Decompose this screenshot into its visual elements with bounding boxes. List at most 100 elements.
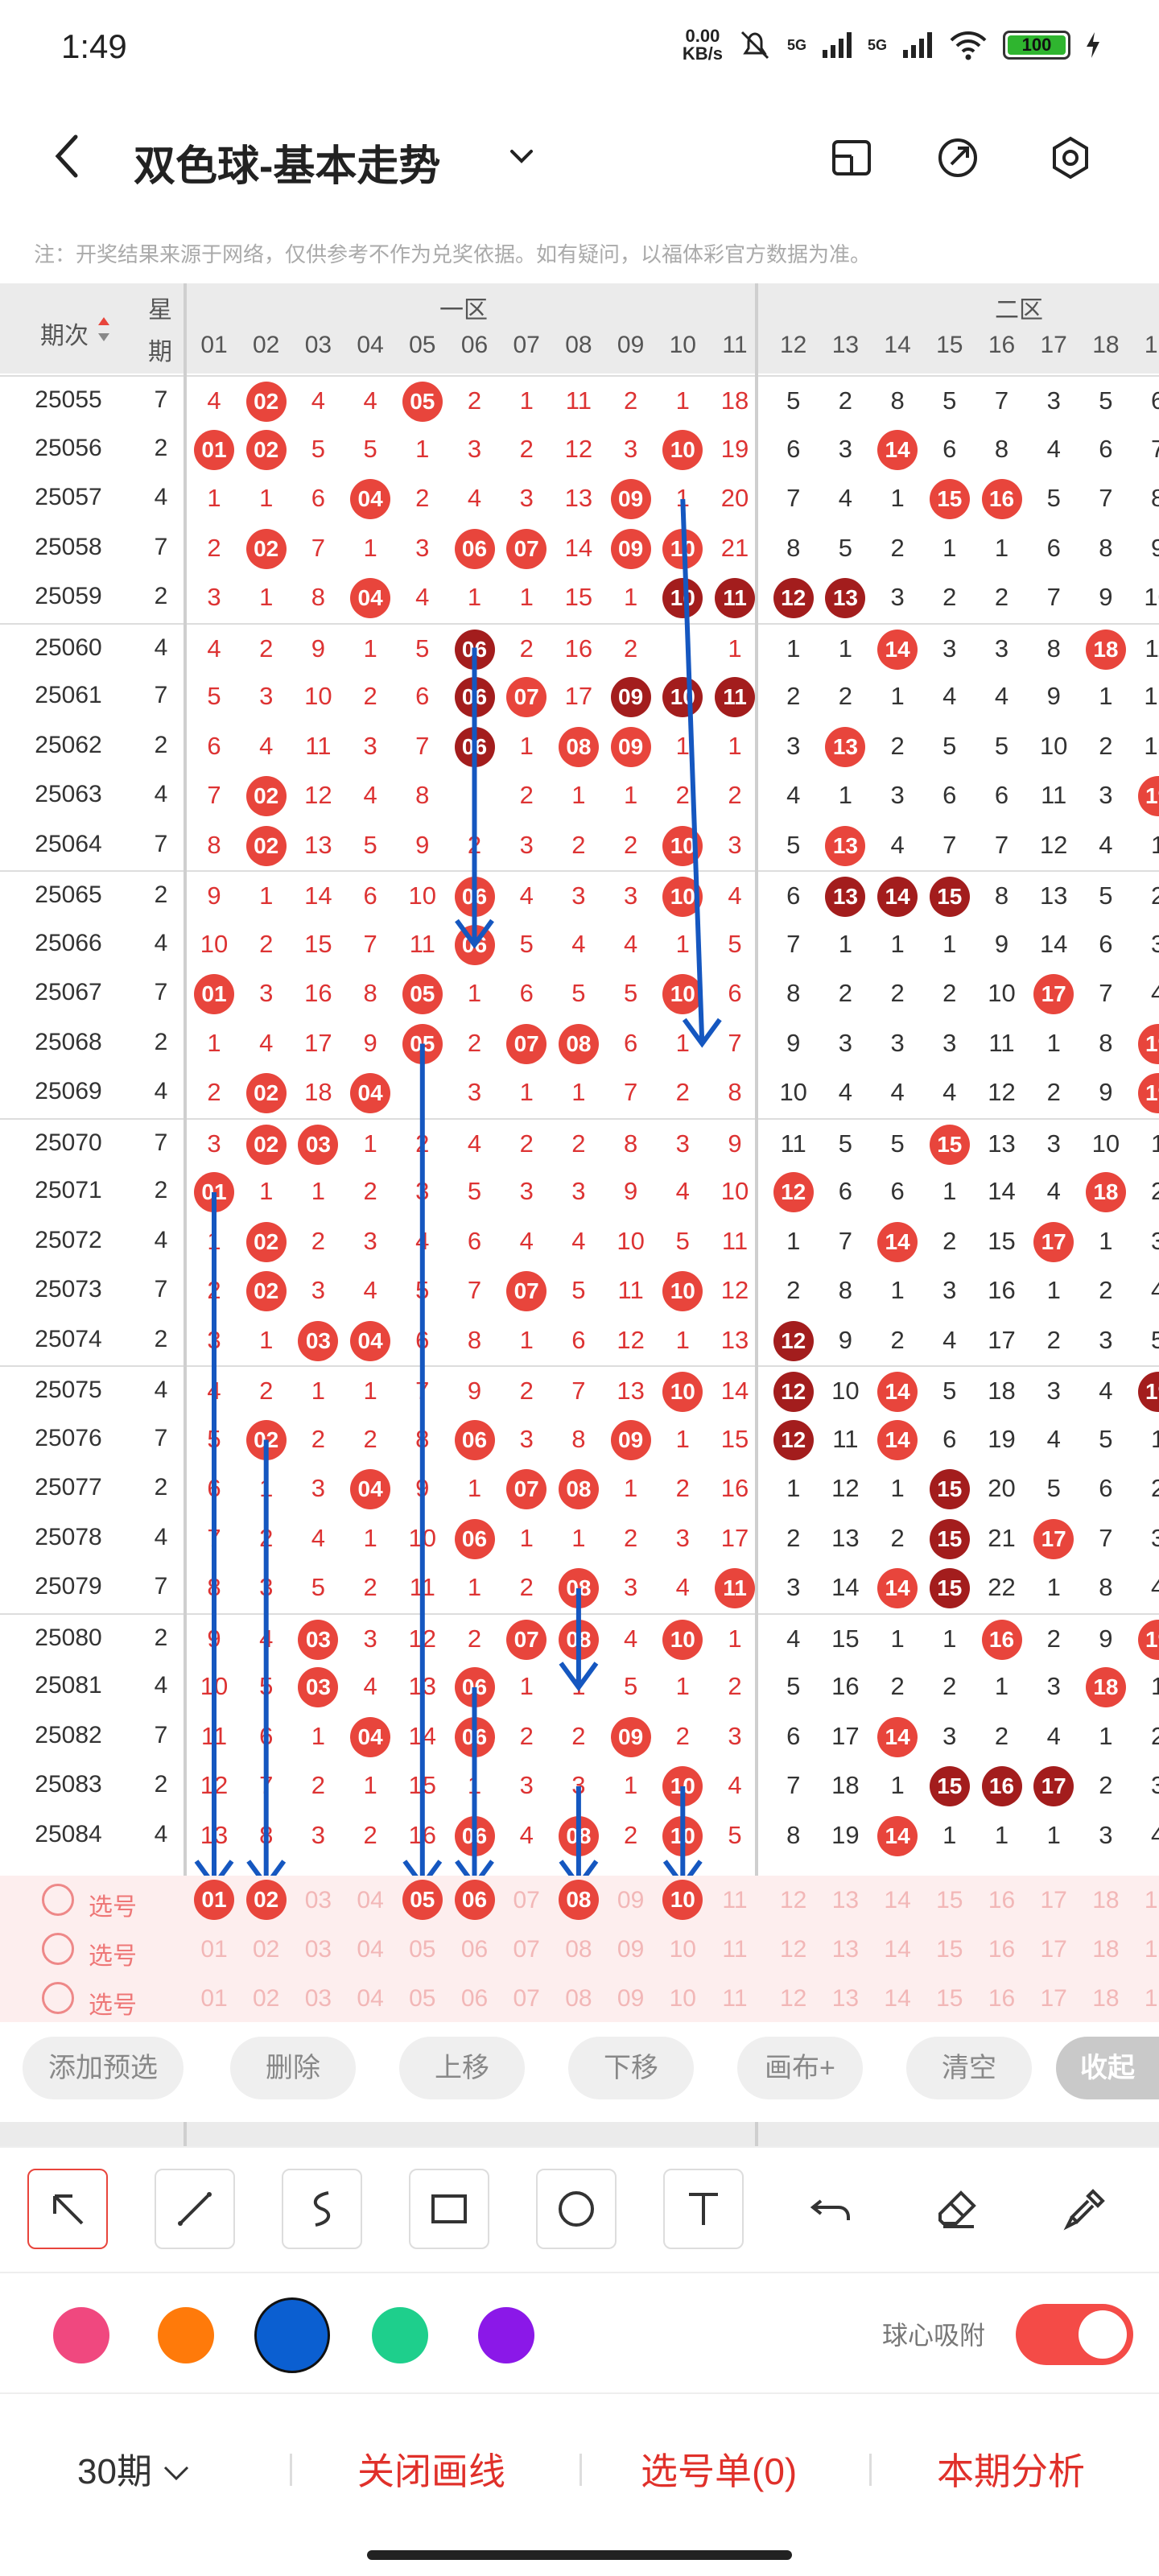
drawn-number-ball[interactable]: 07 xyxy=(506,1469,547,1509)
picker-number[interactable]: 07 xyxy=(513,1936,540,1963)
color-pink-swatch[interactable] xyxy=(53,2307,109,2363)
picker-number[interactable]: 02 xyxy=(253,1936,280,1963)
clear-button[interactable]: 清空 xyxy=(906,2037,1032,2099)
drawn-number-ball[interactable]: 11 xyxy=(715,578,755,618)
chevron-down-icon[interactable] xyxy=(505,140,538,172)
drawn-number-ball[interactable]: 14 xyxy=(877,1716,918,1757)
drawn-number-ball[interactable]: 17 xyxy=(1033,1518,1074,1559)
drawn-number-ball[interactable]: 12 xyxy=(773,1372,814,1412)
drawn-number-ball[interactable]: 10 xyxy=(662,578,703,618)
picker-number[interactable]: 08 xyxy=(565,1985,592,2012)
drawn-number-ball[interactable]: 02 xyxy=(245,776,287,816)
drawn-number-ball[interactable]: 14 xyxy=(877,1568,918,1608)
drawn-number-ball[interactable]: 13 xyxy=(825,726,866,767)
picker-number[interactable]: 13 xyxy=(831,1936,860,1963)
picker-number[interactable]: 18 xyxy=(1092,1887,1120,1913)
delete-button[interactable]: 删除 xyxy=(230,2037,356,2099)
picker-number[interactable]: 05 xyxy=(409,1985,436,2012)
color-orange-swatch[interactable] xyxy=(158,2307,214,2363)
picker-number[interactable]: 16 xyxy=(988,1985,1016,2012)
drawn-number-ball[interactable]: 02 xyxy=(245,825,287,866)
picker-radio[interactable] xyxy=(42,1884,74,1916)
picker-radio[interactable] xyxy=(42,1933,74,1965)
picker-number[interactable]: 12 xyxy=(780,1887,807,1913)
drawn-number-ball[interactable]: 14 xyxy=(877,429,918,470)
drawn-number-ball[interactable]: 10 xyxy=(662,1271,703,1311)
picker-number[interactable]: 12 xyxy=(780,1985,807,2012)
picker-number[interactable]: 18 xyxy=(1092,1936,1120,1963)
drawn-number-ball[interactable]: 07 xyxy=(506,1271,547,1311)
picker-number[interactable]: 08 xyxy=(565,1936,592,1963)
drawn-number-ball[interactable]: 16 xyxy=(981,479,1022,519)
drawn-number-ball[interactable]: 03 xyxy=(298,1667,339,1707)
drawn-number-ball[interactable]: 11 xyxy=(715,677,755,717)
drawn-number-ball[interactable]: 10 xyxy=(662,429,703,470)
pick-list-button[interactable]: 选号单(0) xyxy=(641,2450,798,2492)
picker-number[interactable]: 02 xyxy=(253,1985,280,2012)
picker-number[interactable]: 09 xyxy=(617,1936,645,1963)
picker-number[interactable]: 11 xyxy=(722,1985,748,2012)
drawn-number-ball[interactable]: 07 xyxy=(506,1619,547,1660)
picker-number[interactable]: 10 xyxy=(669,1936,696,1963)
picker-number[interactable]: 11 xyxy=(722,1936,748,1963)
drawn-number-ball[interactable]: 02 xyxy=(245,1221,287,1262)
drawn-number-ball[interactable]: 14 xyxy=(877,1372,918,1412)
picker-number[interactable]: 06 xyxy=(460,1936,489,1963)
drawn-number-ball[interactable]: 07 xyxy=(506,528,547,569)
color-purple-swatch[interactable] xyxy=(478,2307,534,2363)
drawn-number-ball[interactable]: 07 xyxy=(506,1023,547,1064)
drawn-number-ball[interactable]: 02 xyxy=(245,382,287,422)
page-title[interactable]: 双色球-基本走势 xyxy=(134,143,441,190)
layout-toggle-icon[interactable] xyxy=(827,134,876,182)
share-icon[interactable] xyxy=(934,134,982,182)
picker-number[interactable]: 01 xyxy=(200,1985,228,2012)
drawn-number-ball[interactable]: 06 xyxy=(454,528,495,569)
picker-number[interactable]: 09 xyxy=(617,1887,645,1913)
sort-icon[interactable] xyxy=(97,316,111,343)
collapse-button[interactable]: 收起 xyxy=(1056,2037,1159,2099)
drawn-number-ball[interactable]: 04 xyxy=(350,1716,391,1757)
arrow-tool[interactable] xyxy=(27,2169,108,2249)
picker-number[interactable]: 13 xyxy=(831,1887,860,1913)
drawn-number-ball[interactable]: 10 xyxy=(662,1372,703,1412)
color-green-swatch[interactable] xyxy=(372,2307,428,2363)
picker-number-selected[interactable]: 05 xyxy=(402,1880,443,1920)
drawn-number-ball[interactable]: 02 xyxy=(245,429,287,470)
drawn-number-ball[interactable]: 13 xyxy=(825,578,866,618)
line-tool[interactable] xyxy=(155,2169,235,2249)
add-preselect-button[interactable]: 添加预选 xyxy=(23,2037,184,2099)
drawn-number-ball[interactable]: 15 xyxy=(929,1124,970,1165)
picker-number[interactable]: 17 xyxy=(1040,1936,1067,1963)
drawn-number-ball[interactable]: 02 xyxy=(245,1073,287,1113)
picker-number-selected[interactable]: 10 xyxy=(662,1880,703,1920)
drawn-number-ball[interactable]: 01 xyxy=(194,974,234,1014)
drawn-number-ball[interactable]: 18 xyxy=(1085,629,1126,670)
drawn-number-ball[interactable]: 08 xyxy=(558,1023,599,1064)
drawn-number-ball[interactable]: 15 xyxy=(929,1518,970,1559)
circle-tool[interactable] xyxy=(536,2169,617,2249)
drawn-number-ball[interactable]: 14 xyxy=(877,629,918,670)
drawn-number-ball[interactable]: 12 xyxy=(773,1419,814,1460)
settings-gear-icon[interactable] xyxy=(1046,134,1095,182)
picker-number-selected[interactable]: 01 xyxy=(194,1880,234,1920)
current-analysis-button[interactable]: 本期分析 xyxy=(937,2450,1085,2492)
drawn-number-ball[interactable]: 08 xyxy=(558,726,599,767)
drawn-number-ball[interactable]: 09 xyxy=(610,1419,651,1460)
drawn-number-ball[interactable]: 04 xyxy=(350,479,391,519)
drawn-number-ball[interactable]: 04 xyxy=(350,1073,391,1113)
picker-number[interactable]: 05 xyxy=(409,1936,436,1963)
back-arrow-icon[interactable] xyxy=(48,132,89,180)
drawn-number-ball[interactable]: 15 xyxy=(929,1766,970,1806)
drawn-number-ball[interactable]: 09 xyxy=(610,677,651,717)
drawn-number-ball[interactable]: 18 xyxy=(1085,1667,1126,1707)
drawn-number-ball[interactable]: 10 xyxy=(662,1619,703,1660)
drawn-number-ball[interactable]: 02 xyxy=(245,1271,287,1311)
text-tool[interactable] xyxy=(663,2169,744,2249)
picker-number[interactable]: 10 xyxy=(669,1985,696,2012)
picker-number[interactable]: 19 xyxy=(1144,1936,1159,1963)
picker-number[interactable]: 06 xyxy=(460,1985,489,2012)
close-drawing-button[interactable]: 关闭画线 xyxy=(357,2450,505,2492)
picker-number[interactable]: 12 xyxy=(780,1936,807,1963)
picker-number-selected[interactable]: 02 xyxy=(245,1880,287,1920)
picker-radio[interactable] xyxy=(42,1982,74,2014)
